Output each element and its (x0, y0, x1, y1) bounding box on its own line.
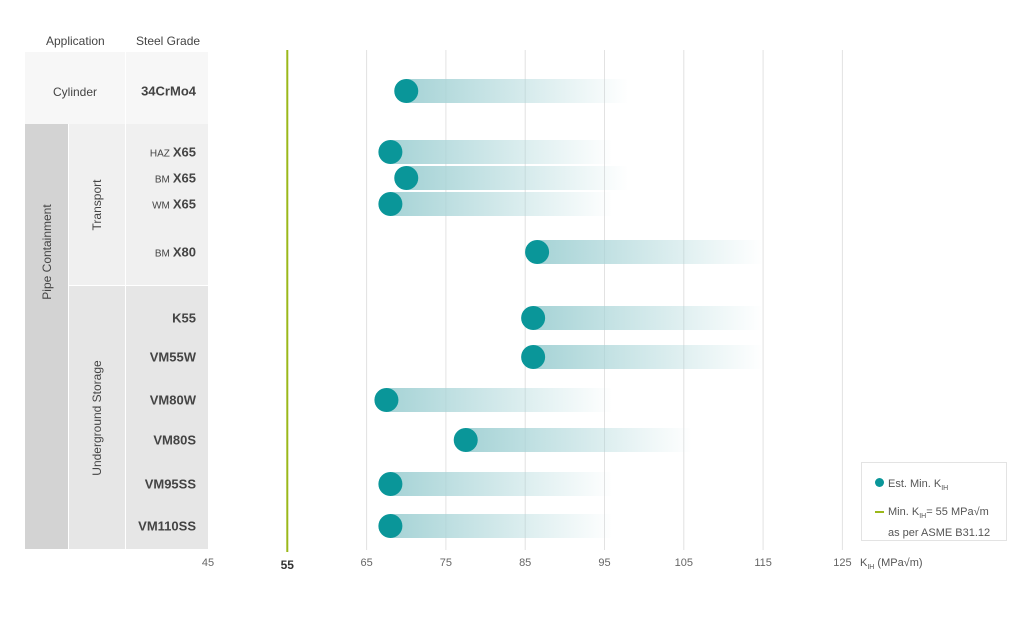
x-tick-label: 105 (674, 557, 693, 569)
range-bar (465, 428, 692, 452)
grade-name: VM110SS (138, 518, 196, 534)
grade-label: K55 (124, 311, 196, 326)
estimate-dot (378, 514, 403, 538)
grade-label: WM X65 (124, 197, 196, 212)
x-tick-label: 65 (360, 557, 373, 569)
estimate-dot (394, 79, 419, 103)
range-bar (386, 388, 613, 412)
grade-prefix: WM (152, 200, 170, 212)
legend-dot-label: Est. Min. K (888, 478, 942, 490)
cylinder-cell: Cylinder (25, 52, 125, 124)
grade-label: VM80S (124, 433, 196, 448)
range-bar (390, 140, 613, 164)
grade-prefix: BM (154, 174, 170, 186)
legend-dot-icon (875, 478, 884, 487)
grade-label: BM X65 (124, 171, 196, 186)
x-tick-label: 75 (439, 557, 453, 569)
estimate-dot (394, 166, 419, 190)
pipe-containment-cell: Pipe Containment (25, 124, 68, 549)
grade-prefix: HAZ (149, 148, 170, 160)
range-bar (406, 166, 629, 190)
range-bar (533, 306, 764, 330)
estimate-dot (374, 388, 399, 412)
transport-cell: Transport (69, 124, 125, 285)
grade-name: VM80W (149, 392, 196, 408)
legend-line-sub: IH (919, 513, 927, 521)
estimate-dot (378, 140, 403, 164)
grade-name: X65 (172, 170, 196, 186)
x-tick-label: 85 (519, 557, 532, 569)
estimate-dot (378, 192, 403, 216)
legend-dot-entry: Est. Min. KIH (875, 478, 948, 492)
legend-line-label: Min. K (888, 506, 920, 518)
estimate-dot (525, 240, 550, 264)
estimate-dot (521, 345, 546, 369)
grade-label: VM110SS (124, 519, 196, 534)
grade-label: VM55W (124, 350, 196, 365)
x-axis-label-sub: IH (867, 564, 875, 572)
grade-label: VM95SS (124, 477, 196, 492)
range-bar (390, 192, 613, 216)
grade-name: VM80S (153, 432, 196, 448)
grade-name: 34CrMo4 (141, 83, 196, 99)
cylinder-grade-cell (126, 52, 208, 124)
legend-line-value: = 55 MPa√m (926, 506, 989, 518)
transport-grade-cell (126, 124, 208, 285)
x-axis-label: KIH (MPa√m) (860, 557, 923, 571)
grade-name: X80 (172, 244, 196, 260)
grade-label: HAZ X65 (124, 145, 196, 160)
legend-line-entry: Min. KIH= 55 MPa√m as per ASME B31.12 (875, 504, 990, 541)
range-bar (390, 514, 613, 538)
header-steel-grade: Steel Grade (136, 34, 201, 48)
estimate-dot (378, 472, 403, 496)
underground-cell: Underground Storage (69, 286, 125, 549)
x-tick-label: 55 (280, 558, 294, 572)
x-tick-label: 125 (833, 557, 852, 569)
range-bar (406, 79, 629, 103)
grade-label: VM80W (124, 393, 196, 408)
x-axis-label-unit: (MPa√m) (877, 557, 923, 569)
grade-prefix: BM (154, 248, 170, 260)
estimate-dot (453, 428, 478, 452)
legend-dot-sub: IH (941, 485, 949, 493)
estimate-dot (521, 306, 546, 330)
legend-line-note: as per ASME B31.12 (888, 527, 991, 540)
grade-label: BM X80 (124, 245, 196, 260)
legend: Est. Min. KIH Min. KIH= 55 MPa√m as per … (861, 462, 1007, 541)
underground-grade-cell (126, 286, 208, 549)
x-tick-label: 115 (754, 557, 772, 569)
range-bar (390, 472, 613, 496)
grade-name: VM95SS (144, 476, 196, 492)
x-tick-label: 45 (201, 557, 215, 569)
range-bar (533, 345, 764, 369)
legend-line-icon (875, 511, 884, 514)
x-tick-label: 95 (598, 557, 611, 569)
grade-label: 34CrMo4 (124, 84, 196, 99)
range-bar (537, 240, 764, 264)
header-application: Application (46, 34, 105, 48)
x-axis-label-main: K (860, 557, 868, 569)
grade-labels: 34CrMo4 HAZ X65 BM X65 WM X65 BM X80 K55 VM55W VM80… (120, 0, 196, 619)
grade-name: VM55W (149, 349, 196, 365)
grade-name: X65 (172, 196, 196, 212)
grade-name: K55 (172, 310, 196, 326)
cylinder-label: Cylinder (52, 85, 97, 99)
grade-name: X65 (172, 144, 196, 160)
